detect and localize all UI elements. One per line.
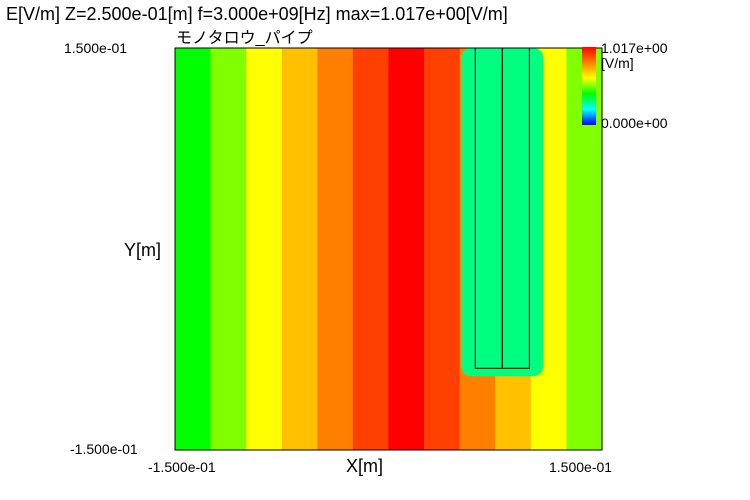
- colorbar-max-label: 1.017e+00: [601, 40, 668, 56]
- y-tick-bottom: -1.500e-01: [70, 441, 138, 457]
- x-tick-right: 1.500e-01: [549, 459, 613, 475]
- heatmap-band: [352, 48, 390, 450]
- y-axis-label: Y[m]: [124, 240, 162, 260]
- colorbar-unit-label: [V/m]: [601, 55, 634, 71]
- heatmap-band: [281, 48, 318, 450]
- chart-title: E[V/m] Z=2.500e-01[m] f=3.000e+09[Hz] ma…: [6, 4, 508, 24]
- plot-frame: [174, 47, 603, 451]
- colorbar-min-label: 0.000e+00: [601, 115, 668, 131]
- pipe-region: [461, 47, 544, 377]
- x-tick-left: -1.500e-01: [148, 459, 216, 475]
- x-axis-label: X[m]: [346, 456, 384, 476]
- heatmap-band: [388, 48, 425, 450]
- heatmap-band: [317, 48, 354, 450]
- heatmap-band: [424, 48, 461, 450]
- heatmap-band: [210, 48, 247, 450]
- chart-subtitle: モノタロウ_パイプ: [176, 30, 313, 47]
- y-tick-top: 1.500e-01: [64, 40, 128, 56]
- colorbar: [582, 47, 596, 125]
- heatmap-band: [175, 48, 212, 450]
- heatmap-band: [246, 48, 283, 450]
